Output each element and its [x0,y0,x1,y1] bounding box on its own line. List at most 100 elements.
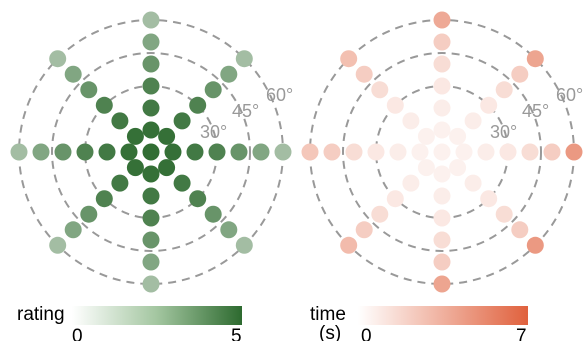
rating-point-2 [158,127,176,145]
rating-point-19 [142,77,160,95]
time-point-11 [433,99,451,117]
rating-point-26 [204,81,222,99]
time-point-38 [355,221,373,239]
time-point-45 [301,143,319,161]
time-point-34 [511,65,529,83]
rating-point-9 [186,143,204,161]
time-ring-label-30: 30° [490,122,517,142]
rating-point-8 [158,159,176,177]
time-point-10 [464,112,482,130]
rating-point-35 [142,33,160,51]
rating-point-22 [95,190,113,208]
time-point-44 [340,50,358,68]
time-ring-label-60: 60° [556,85,583,105]
rating-colorbar: rating 0 5 [17,304,242,341]
rating-point-24 [189,190,207,208]
rating-point-40 [220,221,238,239]
rating-point-27 [142,55,160,73]
time-point-14 [402,174,420,192]
rating-point-21 [76,143,94,161]
time-ring-label-45: 45° [522,101,549,121]
time-point-0 [433,143,451,161]
rating-point-33 [252,143,270,161]
rating-ring-label-45: 45° [232,101,259,121]
time-colorbar-gradient [358,306,528,325]
time-point-25 [521,143,539,161]
time-point-24 [480,190,498,208]
rating-point-1 [164,143,182,161]
rating-point-34 [220,65,238,83]
rating-points [10,11,292,293]
time-point-29 [345,143,363,161]
time-points [301,11,583,293]
time-point-4 [417,127,435,145]
rating-ring-label-60: 60° [266,85,293,105]
rating-point-32 [204,205,222,223]
rating-point-43 [142,11,160,29]
rating-point-41 [274,143,292,161]
time-point-31 [433,231,451,249]
time-point-5 [411,143,429,161]
time-point-9 [477,143,495,161]
rating-point-45 [10,143,28,161]
time-point-16 [464,174,482,192]
rating-point-20 [95,96,113,114]
rating-point-12 [111,112,129,130]
time-point-27 [433,55,451,73]
rating-point-7 [142,165,160,183]
rating-point-3 [142,121,160,139]
rating-point-15 [142,187,160,205]
time-point-1 [455,143,473,161]
rating-point-17 [208,143,226,161]
time-point-15 [433,187,451,205]
time-point-13 [389,143,407,161]
time-point-39 [433,253,451,271]
time-point-18 [480,96,498,114]
rating-colorbar-title: rating [17,304,65,325]
time-point-48 [526,236,544,254]
rating-point-23 [142,209,160,227]
rating-point-36 [64,65,82,83]
rating-point-28 [80,81,98,99]
rating-point-25 [230,143,248,161]
rating-point-37 [32,143,50,161]
rating-point-31 [142,231,160,249]
time-point-22 [386,190,404,208]
time-point-43 [433,11,451,29]
time-point-28 [371,81,389,99]
time-ring-45 [342,52,542,252]
time-point-21 [367,143,385,161]
rating-point-30 [80,205,98,223]
rating-point-47 [142,275,160,293]
rating-point-6 [126,159,144,177]
rating-polar-chart: 30° 45° 60° [10,11,293,293]
rating-point-46 [49,236,67,254]
rating-point-44 [49,50,67,68]
time-point-35 [433,33,451,51]
time-point-19 [433,77,451,95]
rating-point-11 [142,99,160,117]
time-colorbar-min-label: 0 [361,326,372,341]
time-point-42 [526,50,544,68]
time-point-3 [433,121,451,139]
time-point-20 [386,96,404,114]
time-point-6 [417,159,435,177]
rating-point-42 [235,50,253,68]
rating-point-10 [173,112,191,130]
time-point-30 [371,205,389,223]
time-point-17 [499,143,517,161]
time-point-26 [495,81,513,99]
time-point-36 [355,65,373,83]
rating-point-29 [54,143,72,161]
rating-ring-45 [51,52,251,252]
rating-colorbar-min-label: 0 [72,326,83,341]
rating-point-16 [173,174,191,192]
time-point-33 [543,143,561,161]
time-point-40 [511,221,529,239]
rating-point-5 [120,143,138,161]
rating-point-18 [189,96,207,114]
time-point-32 [495,205,513,223]
rating-point-0 [142,143,160,161]
time-colorbar-max-label: 7 [516,326,527,341]
